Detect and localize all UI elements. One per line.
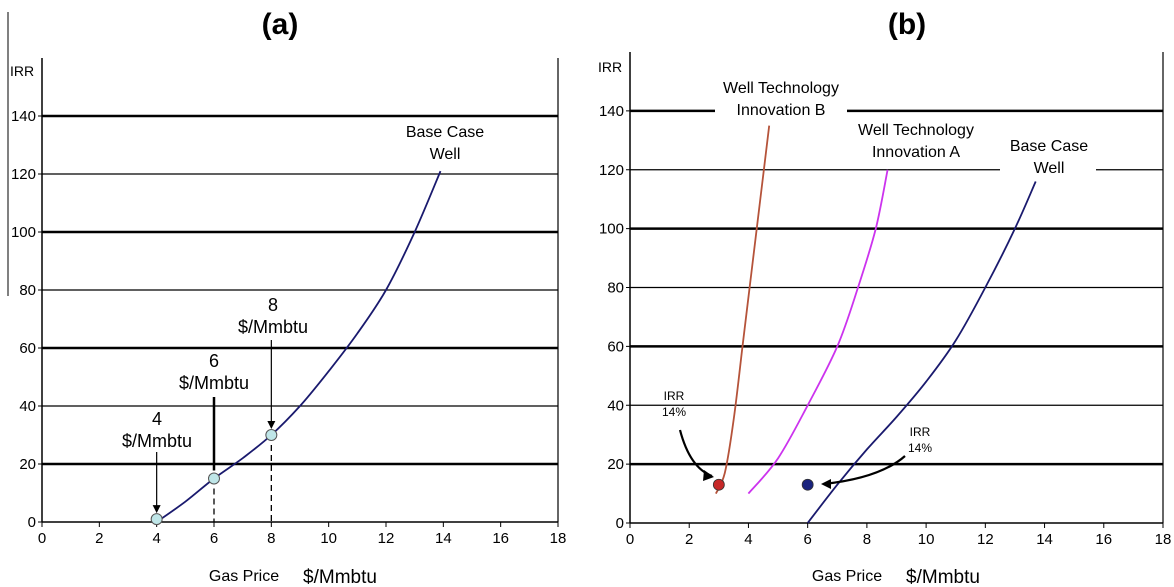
y-tick-label: 100 xyxy=(599,221,624,238)
y-tick-label: 0 xyxy=(616,515,624,532)
y-tick-label: 80 xyxy=(19,282,36,299)
x-tick-label: 18 xyxy=(550,530,567,547)
series-line xyxy=(156,170,442,523)
irr-left-arrow xyxy=(678,429,713,478)
x-tick-label: 10 xyxy=(320,530,337,547)
x-tick-label: 12 xyxy=(378,530,395,547)
x-tick-label: 14 xyxy=(435,530,452,547)
price-point xyxy=(265,429,278,441)
x-tick-label: 18 xyxy=(1155,531,1172,548)
series-line xyxy=(715,125,771,494)
panel-a-curve-label-1: Base Case xyxy=(406,124,484,141)
point-4-label-1: 4 xyxy=(152,409,162,429)
label-background xyxy=(852,122,980,162)
x-tick-label: 8 xyxy=(267,530,275,547)
point-6-label-2: $/Mmbtu xyxy=(179,373,249,393)
y-tick-label: 140 xyxy=(599,103,624,120)
panel-a-ylabel: IRR xyxy=(10,63,34,79)
irr-right-arrowhead xyxy=(821,479,831,489)
x-tick-label: 16 xyxy=(1095,531,1112,548)
x-tick-label: 10 xyxy=(918,531,935,548)
x-tick-label: 6 xyxy=(210,530,218,547)
series-line xyxy=(747,169,889,495)
irr-right-label-1: IRR xyxy=(910,425,931,439)
point-4-label-2: $/Mmbtu xyxy=(122,431,192,451)
innovation-a-label-2: Innovation A xyxy=(872,144,960,161)
y-tick-label: 140 xyxy=(11,108,36,125)
base-case-label-1: Base Case xyxy=(1010,138,1088,155)
irr-right-label-2: 14% xyxy=(908,441,932,455)
price-point xyxy=(150,513,163,526)
panel-b-markers xyxy=(678,80,1096,491)
arrow-8-head xyxy=(267,421,276,429)
x-tick-label: 0 xyxy=(38,530,46,547)
price-point xyxy=(208,472,220,485)
y-tick-label: 80 xyxy=(607,280,624,297)
label-background xyxy=(715,80,847,120)
y-tick-label: 100 xyxy=(11,224,36,241)
series-line xyxy=(806,181,1037,524)
panel-b-ylabel: IRR xyxy=(598,59,622,75)
x-tick-label: 0 xyxy=(626,531,634,548)
irr-point xyxy=(801,478,814,491)
panel-a-xlabel-main: Gas Price xyxy=(209,568,279,585)
x-tick-label: 2 xyxy=(685,531,693,548)
innovation-b-label-1: Well Technology xyxy=(723,80,839,97)
point-6-label-1: 6 xyxy=(209,351,219,371)
y-tick-label: 40 xyxy=(607,397,624,414)
x-tick-label: 12 xyxy=(977,531,994,548)
irr-left-label-1: IRR xyxy=(664,389,685,403)
irr-right-arrow xyxy=(823,455,906,486)
panel-a-xlabel-unit: $/Mmbtu xyxy=(303,567,377,587)
y-tick-label: 120 xyxy=(599,162,624,179)
panel-a-plot: 0 20 40 60 80 100 120 140 0 2 4 6 8 10 12 14 16 18 xyxy=(11,58,566,547)
irr-left-arrowhead xyxy=(703,470,714,481)
panel-a-title: (a) xyxy=(262,8,299,41)
panel-b-title: (b) xyxy=(888,8,926,41)
y-tick-label: 40 xyxy=(19,398,36,415)
point-8-label-1: 8 xyxy=(268,295,278,315)
x-tick-label: 6 xyxy=(803,531,811,548)
irr-point xyxy=(712,478,725,491)
x-tick-label: 4 xyxy=(152,530,160,547)
y-tick-label: 60 xyxy=(607,338,624,355)
y-tick-label: 120 xyxy=(11,166,36,183)
y-tick-label: 0 xyxy=(28,514,36,531)
panel-b-xlabel-main: Gas Price xyxy=(812,568,882,585)
innovation-a-label-1: Well Technology xyxy=(858,122,974,139)
innovation-b-label-2: Innovation B xyxy=(737,102,826,119)
x-tick-label: 16 xyxy=(492,530,509,547)
base-case-label-2: Well xyxy=(1034,160,1065,177)
y-tick-label: 20 xyxy=(19,456,36,473)
panel-a-curve-label-2: Well xyxy=(430,146,461,163)
y-tick-label: 60 xyxy=(19,340,36,357)
point-8-label-2: $/Mmbtu xyxy=(238,317,308,337)
y-tick-label: 20 xyxy=(607,456,624,473)
x-tick-label: 4 xyxy=(744,531,752,548)
x-tick-label: 2 xyxy=(95,530,103,547)
panel-a-markers xyxy=(150,340,278,526)
panel-b-xlabel-unit: $/Mmbtu xyxy=(906,567,980,587)
label-background xyxy=(1000,138,1096,178)
irr-left-label-2: 14% xyxy=(662,405,686,419)
arrow-4-head xyxy=(152,505,161,514)
x-tick-label: 8 xyxy=(863,531,871,548)
x-tick-label: 14 xyxy=(1036,531,1053,548)
